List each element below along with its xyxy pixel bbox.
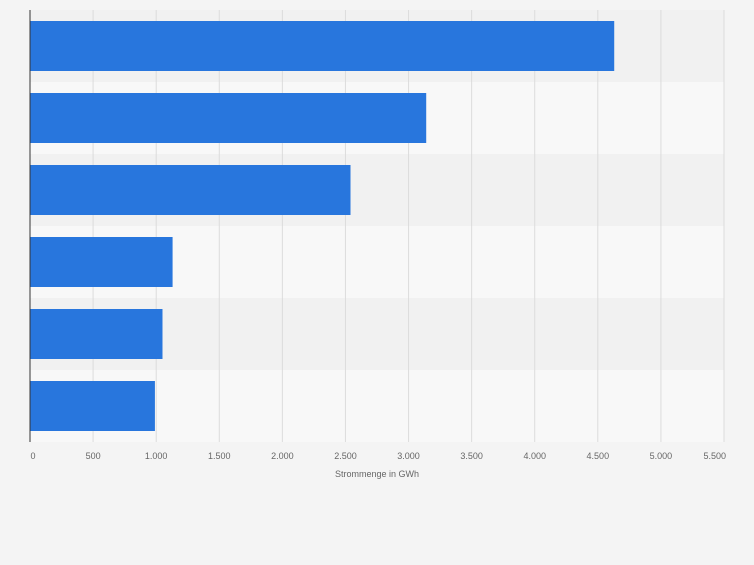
x-tick-label: 4.500: [587, 451, 610, 461]
x-tick-label: 500: [86, 451, 101, 461]
x-tick-label: 4.000: [523, 451, 546, 461]
x-tick-labels: 0 500 1.000 1.500 2.000 2.500 3.000 3.500 4.000 4…: [30, 451, 726, 461]
gridlines: [92, 10, 725, 442]
bar[interactable]: [30, 237, 173, 287]
x-axis-label: Strommenge in GWh: [335, 469, 419, 479]
bar[interactable]: [30, 93, 427, 143]
x-tick-label: 2.000: [271, 451, 294, 461]
x-tick-label: 2.500: [334, 451, 357, 461]
row-bands: [30, 10, 724, 442]
x-tick-label: 1.000: [145, 451, 168, 461]
bar[interactable]: [30, 21, 615, 71]
x-tick-label: 1.500: [208, 451, 231, 461]
bar[interactable]: [30, 309, 163, 359]
x-tick-label: 5.500: [703, 451, 726, 461]
bars: [30, 21, 615, 431]
x-tick-label: 0: [30, 451, 35, 461]
bar[interactable]: [30, 165, 351, 215]
x-tick-label: 3.500: [460, 451, 483, 461]
bar[interactable]: [30, 381, 155, 431]
x-tick-label: 3.000: [397, 451, 420, 461]
x-tick-label: 5.000: [650, 451, 673, 461]
